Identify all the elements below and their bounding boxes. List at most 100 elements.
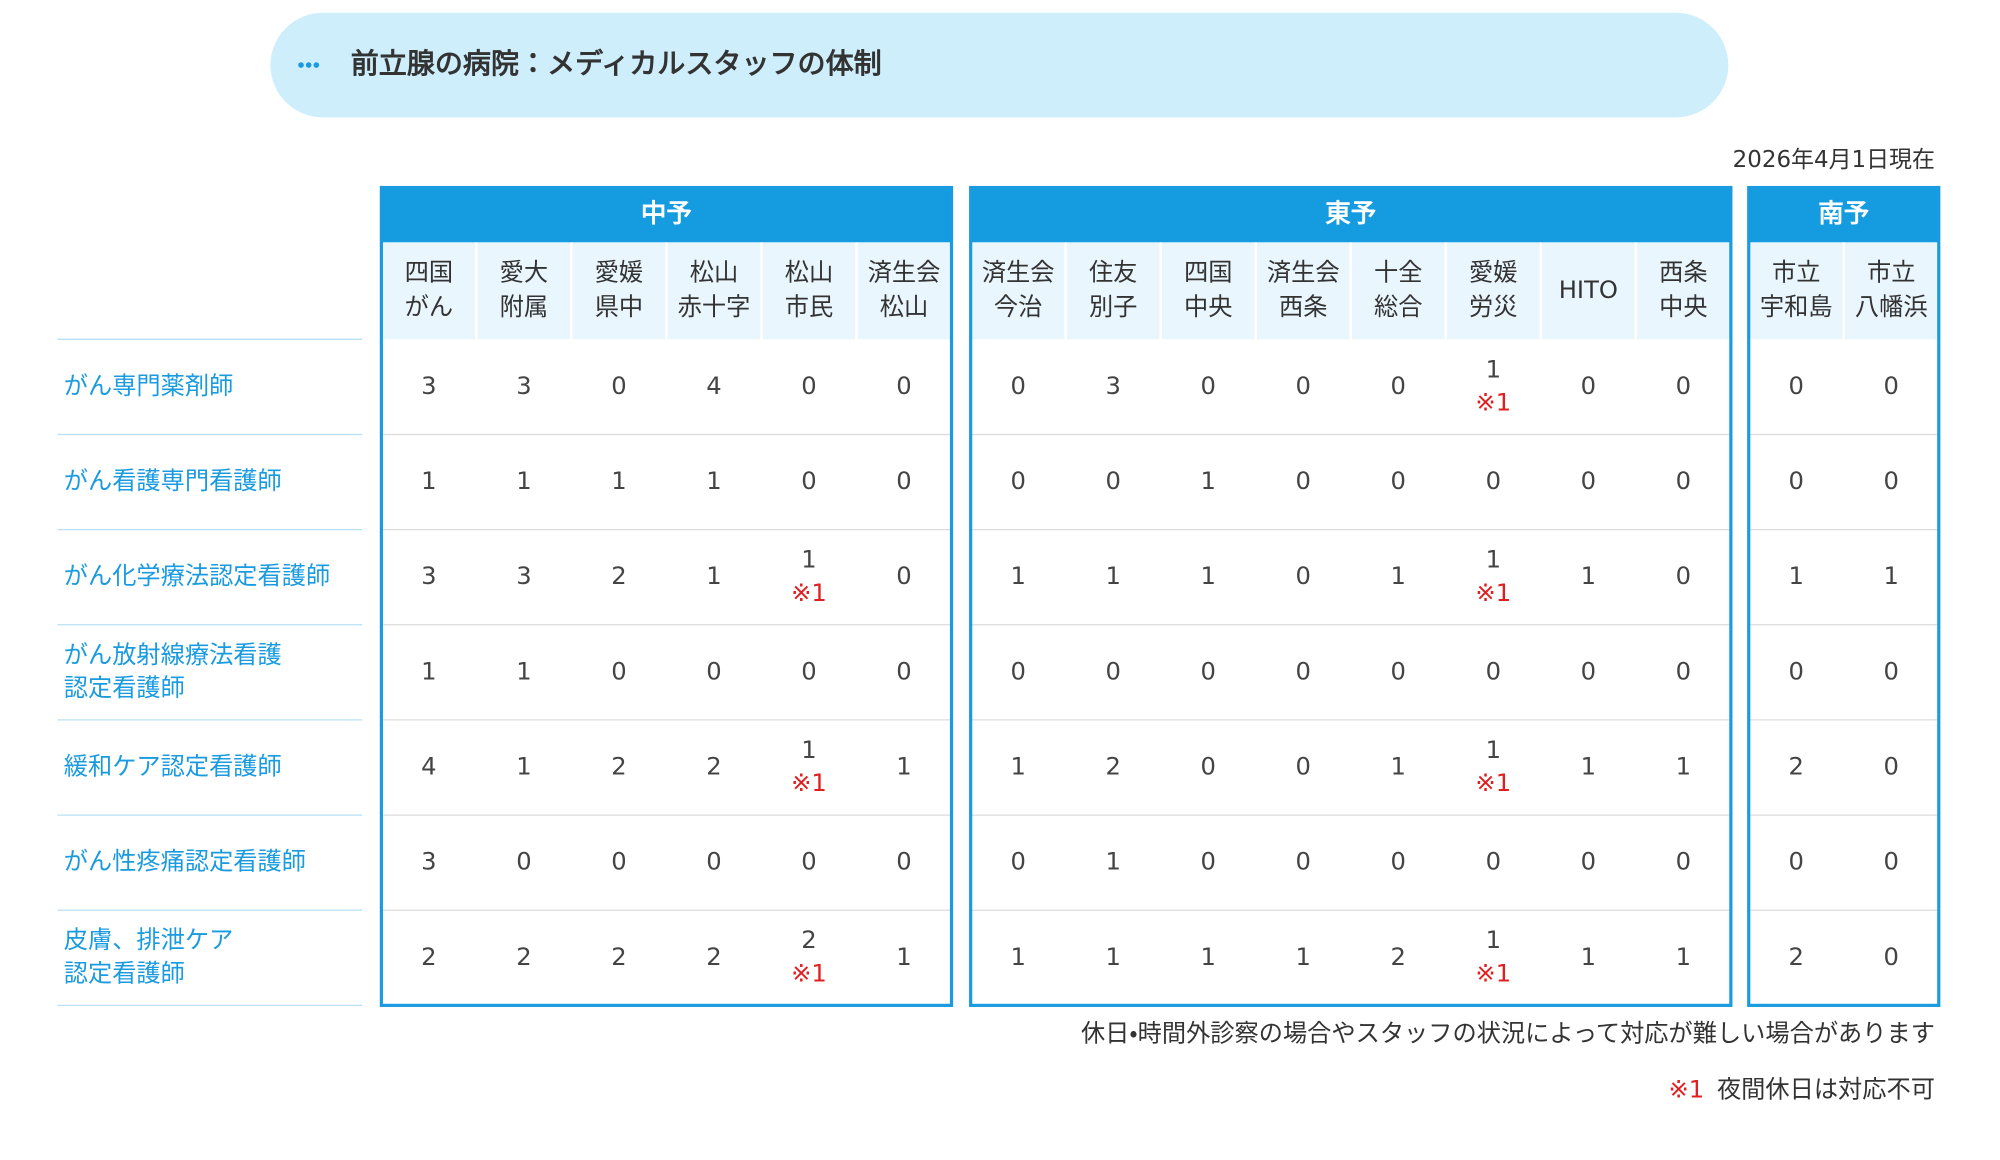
row-label: 認定看護師 [64,674,185,702]
cell-value: 1 [1581,562,1596,590]
cell-value: 0 [896,467,911,495]
hospital-name: 住友 [1089,259,1137,287]
group-border [379,185,954,1007]
as-of-date: 2026年4月1日現在 [1733,147,1935,173]
cell-value: 3 [516,562,531,590]
cell-value: 0 [1789,372,1804,400]
cell-value: 0 [1296,467,1311,495]
cell-value: 2 [611,753,626,781]
cell-value: 3 [421,848,436,876]
cell-value: 0 [1884,467,1899,495]
cell-value: 1 [1010,562,1025,590]
hospital-name: 中央 [1184,293,1232,321]
hospital-name: 宇和島 [1760,293,1833,321]
cell-value: 0 [1201,372,1216,400]
hospital-name: 労災 [1469,293,1517,321]
cell-value: 0 [1105,657,1120,685]
cell-value: 0 [1201,657,1216,685]
cell-value: 1 [1391,753,1406,781]
hospital-name: 愛媛 [1469,259,1517,287]
cell-value: 2 [801,926,816,954]
hospital-name: 松山 [690,259,738,287]
hospital-name: 附属 [500,293,548,321]
hospital-name: 済生会 [982,259,1055,287]
footnote-text: 夜間休日は対応不可 [1717,1076,1935,1104]
hospital-name: 済生会 [868,259,941,287]
cell-value: 0 [1884,943,1899,971]
cell-value: 0 [1789,467,1804,495]
cell-value: 0 [1391,372,1406,400]
cell-value: 1 [1486,736,1501,764]
cell-value: 1 [801,546,816,574]
title-banner [270,12,1729,118]
cell-value: 0 [801,372,816,400]
row-label: がん性疼痛認定看護師 [64,848,306,876]
hospital-name: 済生会 [1267,259,1340,287]
cell-value: 0 [896,657,911,685]
cell-value: 0 [1296,848,1311,876]
group-name: 南予 [1818,199,1869,229]
cell-value: 0 [1789,848,1804,876]
cell-value: 0 [611,657,626,685]
hospital-name: 中央 [1659,293,1707,321]
page-title: 前立腺の病院：メディカルスタッフの体制 [351,47,882,80]
hospital-name: がん [405,293,453,321]
cell-value: 1 [896,943,911,971]
cell-value: 0 [801,657,816,685]
row-label: がん放射線療法看護 [64,641,282,669]
cell-value: 2 [1789,753,1804,781]
cell-note: ※1 [1475,388,1511,416]
cell-value: 1 [1486,355,1501,383]
cell-value: 0 [1486,467,1501,495]
cell-value: 2 [611,562,626,590]
cell-value: 0 [1884,372,1899,400]
cell-note: ※1 [791,769,827,797]
cell-note: ※1 [1475,769,1511,797]
cell-note: ※1 [791,959,827,987]
cell-value: 0 [1296,657,1311,685]
cell-value: 0 [1884,753,1899,781]
hospital-name: 総合 [1374,293,1422,321]
cell-value: 0 [1391,848,1406,876]
cell-value: 1 [516,657,531,685]
cell-value: 0 [1105,467,1120,495]
cell-value: 1 [1201,467,1216,495]
cell-value: 0 [1581,467,1596,495]
cell-value: 1 [611,467,626,495]
hospital-name: 十全 [1374,259,1422,287]
cell-value: 4 [706,372,721,400]
cell-value: 1 [1486,926,1501,954]
cell-value: 1 [1105,848,1120,876]
cell-value: 0 [1391,467,1406,495]
row-label: がん化学療法認定看護師 [64,562,330,590]
row-label: 認定看護師 [64,959,185,987]
cell-value: 0 [1010,848,1025,876]
cell-value: 2 [1105,753,1120,781]
cell-value: 2 [706,753,721,781]
cell-value: 1 [1105,943,1120,971]
cell-value: 0 [801,848,816,876]
cell-value: 0 [706,657,721,685]
hospital-name: 今治 [994,293,1042,321]
cell-value: 1 [1296,943,1311,971]
cell-value: 3 [421,372,436,400]
cell-value: 0 [1296,372,1311,400]
cell-note: ※1 [1475,959,1511,987]
cell-value: 0 [516,848,531,876]
cell-value: 0 [1010,372,1025,400]
footnote: ※1 夜間休日は対応不可 [1669,1076,1935,1104]
cell-value: 1 [1010,943,1025,971]
hospital-name: HITO [1559,276,1618,304]
hospital-name: 愛大 [500,259,548,287]
row-label: がん看護専門看護師 [64,467,282,495]
cell-value: 0 [1010,657,1025,685]
cell-value: 2 [421,943,436,971]
group-header-bg [970,187,1731,243]
cell-value: 0 [1296,562,1311,590]
cell-value: 0 [1884,657,1899,685]
cell-value: 0 [1676,657,1691,685]
cell-value: 0 [896,562,911,590]
group-border [969,185,1733,1007]
